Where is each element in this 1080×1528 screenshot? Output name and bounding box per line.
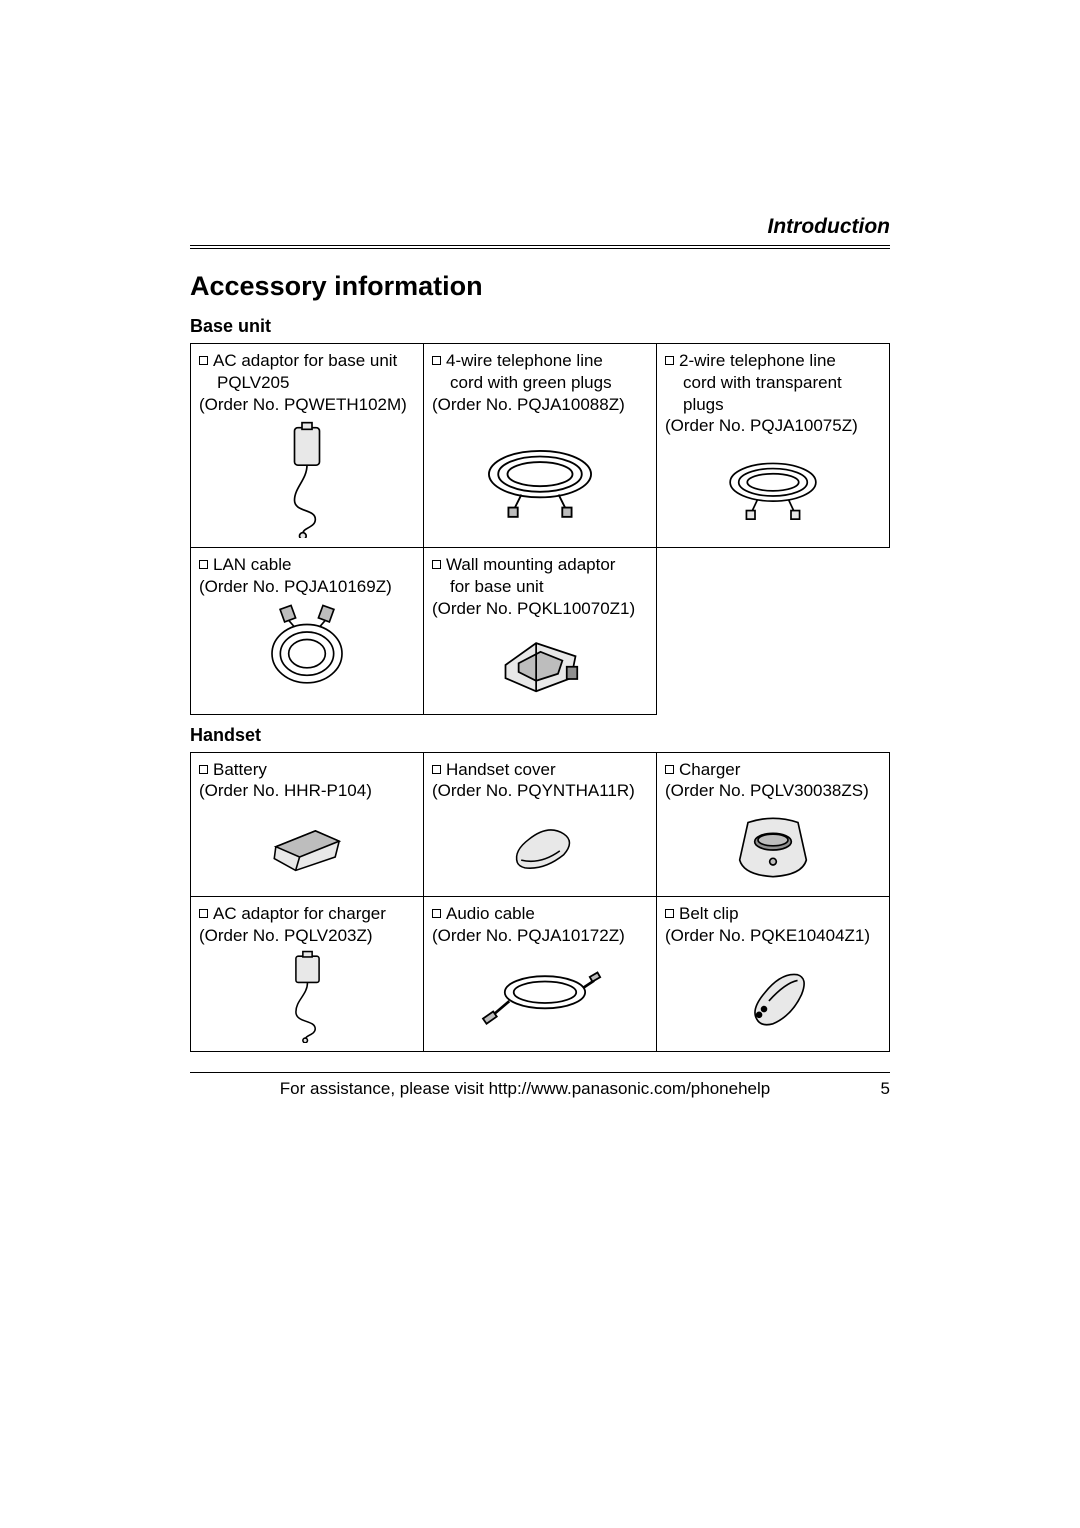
bullet-icon [665, 909, 674, 918]
item-order: (Order No. PQJA10088Z) [432, 395, 625, 414]
item-order: (Order No. PQJA10169Z) [199, 577, 392, 596]
bullet-icon [199, 356, 208, 365]
item-name: Wall mounting adaptor [446, 555, 615, 574]
cell-handset-cover: Handset cover (Order No. PQYNTHA11R) [424, 752, 657, 897]
bullet-icon [432, 765, 441, 774]
bullet-icon [432, 356, 441, 365]
bullet-icon [665, 765, 674, 774]
item-name: 2-wire telephone line [679, 351, 836, 370]
handset-heading: Handset [190, 725, 890, 746]
bullet-icon [199, 560, 208, 569]
cell-battery: Battery (Order No. HHR-P104) [191, 752, 424, 897]
item-name: Battery [213, 760, 267, 779]
item-name: Belt clip [679, 904, 739, 923]
audio-cable-icon [432, 947, 648, 1047]
cell-lan-cable: LAN cable (Order No. PQJA10169Z) [191, 548, 424, 714]
battery-icon [199, 802, 415, 892]
page-number: 5 [860, 1079, 890, 1099]
ac-adaptor-icon [199, 947, 415, 1047]
item-order: (Order No. PQWETH102M) [199, 395, 407, 414]
item-model: PQLV205 [199, 372, 415, 394]
lan-cable-icon [199, 598, 415, 698]
item-model2: plugs [665, 394, 881, 416]
wall-mount-icon [432, 620, 648, 710]
item-order: (Order No. PQJA10172Z) [432, 926, 625, 945]
item-order: (Order No. PQKE10404Z1) [665, 926, 870, 945]
cell-wall-mount: Wall mounting adaptor for base unit (Ord… [424, 548, 657, 714]
bullet-icon [432, 560, 441, 569]
base-unit-table: AC adaptor for base unit PQLV205 (Order … [190, 343, 890, 715]
cell-belt-clip: Belt clip (Order No. PQKE10404Z1) [657, 897, 890, 1052]
table-row: AC adaptor for base unit PQLV205 (Order … [191, 344, 890, 548]
manual-page: Introduction Accessory information Base … [190, 215, 890, 1099]
belt-clip-icon [665, 947, 881, 1047]
table-row: Battery (Order No. HHR-P104) Handset cov… [191, 752, 890, 897]
cell-ac-adaptor-charger: AC adaptor for charger (Order No. PQLV20… [191, 897, 424, 1052]
cell-ac-adaptor-base: AC adaptor for base unit PQLV205 (Order … [191, 344, 424, 548]
bullet-icon [665, 356, 674, 365]
item-name: 4-wire telephone line [446, 351, 603, 370]
item-name: Audio cable [446, 904, 535, 923]
bullet-icon [199, 909, 208, 918]
charger-icon [665, 802, 881, 892]
base-unit-heading: Base unit [190, 316, 890, 337]
table-row: LAN cable (Order No. PQJA10169Z) [191, 548, 890, 714]
item-order: (Order No. PQKL10070Z1) [432, 599, 635, 618]
cell-charger: Charger (Order No. PQLV30038ZS) [657, 752, 890, 897]
handset-table: Battery (Order No. HHR-P104) Handset cov… [190, 752, 890, 1052]
bullet-icon [432, 909, 441, 918]
item-order: (Order No. PQLV203Z) [199, 926, 373, 945]
ac-adaptor-icon [199, 415, 415, 543]
page-title: Accessory information [190, 271, 890, 302]
bullet-icon [199, 765, 208, 774]
cell-audio-cable: Audio cable (Order No. PQJA10172Z) [424, 897, 657, 1052]
section-header: Introduction [190, 215, 890, 249]
cell-2wire-cord: 2-wire telephone line cord with transpar… [657, 344, 890, 548]
handset-cover-icon [432, 802, 648, 892]
item-model: cord with green plugs [432, 372, 648, 394]
item-name: LAN cable [213, 555, 291, 574]
item-order: (Order No. HHR-P104) [199, 781, 372, 800]
footer-text: For assistance, please visit http://www.… [190, 1079, 860, 1099]
item-model: cord with transparent [665, 372, 881, 394]
phone-cord-icon [665, 437, 881, 537]
phone-cord-icon [432, 415, 648, 543]
item-order: (Order No. PQLV30038ZS) [665, 781, 869, 800]
item-order: (Order No. PQJA10075Z) [665, 416, 858, 435]
item-order: (Order No. PQYNTHA11R) [432, 781, 635, 800]
cell-4wire-cord: 4-wire telephone line cord with green pl… [424, 344, 657, 548]
item-name: AC adaptor for charger [213, 904, 386, 923]
table-row: AC adaptor for charger (Order No. PQLV20… [191, 897, 890, 1052]
item-name: AC adaptor for base unit [213, 351, 397, 370]
item-name: Charger [679, 760, 740, 779]
page-footer: For assistance, please visit http://www.… [190, 1072, 890, 1099]
empty-cell [657, 548, 890, 714]
item-name: Handset cover [446, 760, 556, 779]
item-model: for base unit [432, 576, 648, 598]
